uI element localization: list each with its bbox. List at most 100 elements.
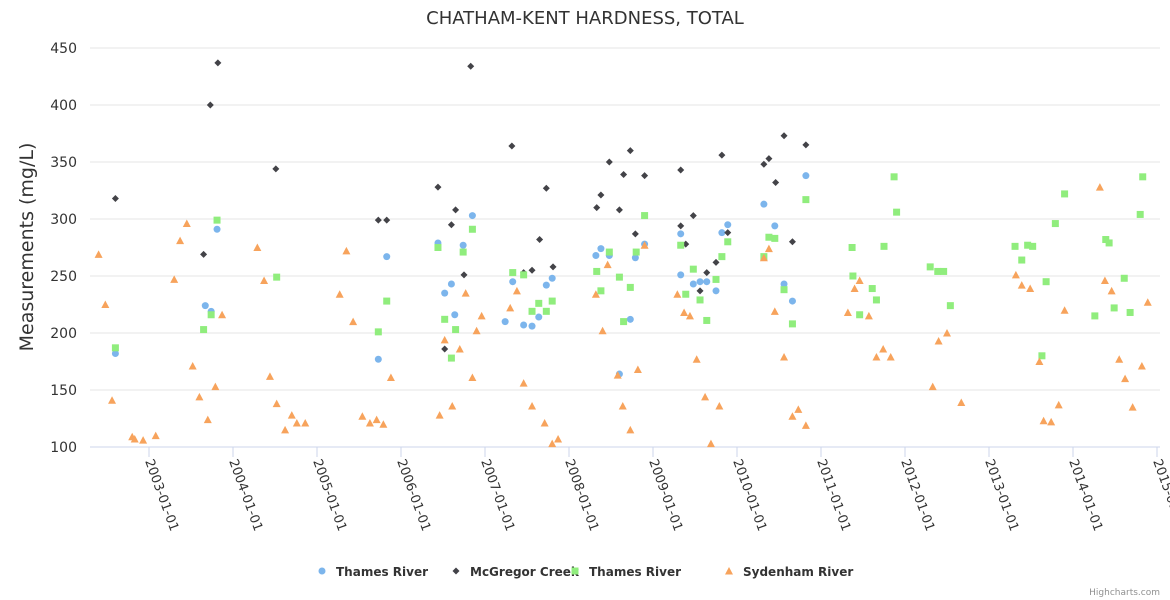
data-point-circle[interactable] [771, 222, 779, 230]
data-point-circle[interactable] [677, 230, 685, 238]
data-point-diamond[interactable] [765, 155, 773, 163]
data-point-diamond[interactable] [626, 147, 634, 155]
data-point-triangle[interactable] [1100, 276, 1109, 285]
data-point-triangle[interactable] [943, 329, 951, 337]
data-point-triangle[interactable] [633, 365, 642, 373]
data-point-triangle[interactable] [626, 425, 635, 434]
data-point-square[interactable] [593, 267, 601, 275]
data-point-triangle[interactable] [1095, 183, 1104, 191]
data-point-circle[interactable] [696, 278, 704, 286]
data-point-triangle[interactable] [554, 435, 563, 443]
data-point-diamond[interactable] [383, 216, 391, 224]
data-point-triangle[interactable] [472, 326, 481, 335]
data-point-triangle[interactable] [1060, 306, 1069, 314]
data-point-diamond[interactable] [441, 345, 449, 353]
data-point-triangle[interactable] [435, 411, 444, 419]
data-point-triangle[interactable] [1011, 270, 1020, 279]
data-point-square[interactable] [1120, 274, 1128, 282]
data-point-triangle[interactable] [1121, 374, 1130, 383]
data-point-triangle[interactable] [265, 372, 274, 380]
data-point-circle[interactable] [528, 322, 536, 330]
data-point-circle[interactable] [447, 280, 455, 288]
data-point-diamond[interactable] [718, 151, 726, 159]
data-point-square[interactable] [548, 297, 556, 305]
data-point-square[interactable] [1018, 256, 1026, 264]
data-point-diamond[interactable] [111, 194, 119, 202]
data-point-diamond[interactable] [788, 238, 796, 246]
data-point-triangle[interactable] [253, 243, 262, 252]
data-point-triangle[interactable] [203, 415, 212, 424]
data-point-triangle[interactable] [287, 411, 296, 419]
data-point-triangle[interactable] [301, 419, 310, 427]
data-point-square[interactable] [1042, 278, 1050, 286]
data-point-circle[interactable] [724, 221, 732, 229]
data-point-square[interactable] [1038, 352, 1046, 360]
data-point-triangle[interactable] [170, 275, 179, 283]
data-point-diamond[interactable] [549, 263, 557, 271]
data-point-square[interactable] [765, 233, 773, 241]
data-point-square[interactable] [1110, 304, 1118, 312]
data-point-triangle[interactable] [281, 425, 290, 434]
data-point-square[interactable] [111, 344, 119, 352]
data-point-circle[interactable] [703, 278, 711, 286]
data-point-circle[interactable] [712, 287, 720, 295]
data-point-triangle[interactable] [512, 286, 521, 295]
data-point-circle[interactable] [631, 254, 639, 262]
data-point-diamond[interactable] [447, 221, 455, 229]
data-point-diamond[interactable] [374, 216, 382, 224]
data-point-diamond[interactable] [542, 184, 550, 192]
data-point-triangle[interactable] [292, 419, 301, 427]
data-point-triangle[interactable] [176, 236, 185, 245]
data-point-triangle[interactable] [1107, 286, 1116, 295]
data-point-square[interactable] [528, 307, 536, 315]
data-point-triangle[interactable] [1137, 362, 1146, 370]
legend-item[interactable]: Thames River [318, 565, 429, 579]
data-point-diamond[interactable] [605, 158, 613, 166]
data-point-square[interactable] [872, 296, 880, 304]
data-point-square[interactable] [868, 285, 876, 293]
data-point-square[interactable] [771, 234, 779, 242]
data-point-circle[interactable] [788, 297, 796, 305]
data-point-diamond[interactable] [772, 179, 780, 187]
data-point-circle[interactable] [780, 280, 788, 288]
data-point-triangle[interactable] [461, 289, 470, 297]
data-point-diamond[interactable] [593, 204, 601, 212]
data-point-square[interactable] [1139, 173, 1147, 181]
data-point-triangle[interactable] [770, 307, 779, 315]
data-point-triangle[interactable] [872, 352, 881, 361]
data-point-triangle[interactable] [957, 398, 966, 407]
data-point-circle[interactable] [111, 350, 119, 358]
data-point-triangle[interactable] [794, 405, 803, 413]
data-point-circle[interactable] [383, 253, 391, 261]
data-point-circle[interactable] [689, 280, 697, 288]
data-point-triangle[interactable] [94, 250, 103, 258]
data-point-diamond[interactable] [703, 269, 711, 277]
data-point-square[interactable] [641, 212, 649, 220]
data-point-triangle[interactable] [335, 290, 344, 298]
data-point-diamond[interactable] [631, 230, 639, 238]
data-point-square[interactable] [703, 316, 711, 324]
data-point-square[interactable] [1136, 210, 1144, 218]
data-point-triangle[interactable] [358, 412, 367, 420]
data-point-triangle[interactable] [506, 303, 515, 312]
data-point-square[interactable] [940, 267, 948, 275]
data-point-triangle[interactable] [260, 276, 269, 285]
data-point-triangle[interactable] [603, 260, 612, 269]
data-point-square[interactable] [849, 272, 857, 280]
data-point-diamond[interactable] [724, 229, 732, 237]
data-point-triangle[interactable] [879, 344, 888, 353]
data-point-diamond[interactable] [508, 142, 516, 150]
data-point-triangle[interactable] [613, 371, 622, 379]
data-point-diamond[interactable] [696, 287, 704, 295]
data-point-triangle[interactable] [379, 420, 388, 428]
data-point-triangle[interactable] [342, 246, 351, 255]
data-point-square[interactable] [626, 283, 634, 291]
data-point-square[interactable] [696, 296, 704, 304]
data-point-triangle[interactable] [928, 382, 937, 391]
data-point-triangle[interactable] [801, 421, 810, 429]
data-point-square[interactable] [1011, 242, 1019, 250]
data-point-circle[interactable] [677, 271, 685, 279]
data-point-diamond[interactable] [452, 206, 460, 214]
data-point-triangle[interactable] [673, 290, 682, 298]
data-point-triangle[interactable] [843, 308, 852, 316]
